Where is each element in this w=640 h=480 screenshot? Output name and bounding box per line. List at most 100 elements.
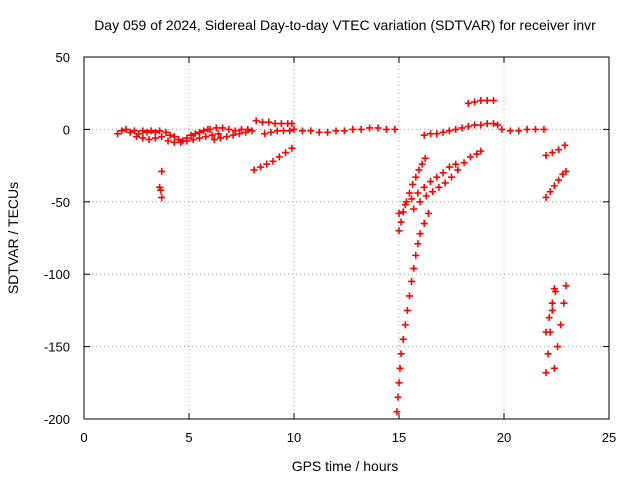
data-point [396,364,404,372]
data-point [420,131,428,139]
data-point [477,121,485,129]
data-point [415,166,423,174]
data-point [555,176,563,184]
x-axis-label: GPS time / hours [292,458,399,474]
data-points [114,96,570,416]
data-point [277,120,285,128]
data-point [382,125,390,133]
data-point [490,120,497,128]
x-tick-label: 10 [287,430,301,445]
data-point [225,125,233,133]
x-tick-label: 0 [80,430,87,445]
data-point [298,127,306,135]
data-point [483,120,491,128]
data-point [458,124,466,132]
data-point [219,124,227,132]
data-point [269,157,277,165]
data-point [282,149,290,157]
data-point [261,130,269,138]
x-tick-label: 20 [497,430,511,445]
data-point [551,288,559,296]
data-point [139,134,147,142]
data-point [439,169,447,177]
data-point [206,125,214,133]
data-point [427,130,434,138]
data-point [422,192,430,200]
data-point [545,314,553,322]
data-point [212,124,220,132]
data-point [145,136,153,144]
y-tick-label: -150 [44,340,70,355]
data-point [399,208,407,216]
data-point [158,133,166,141]
data-point [483,96,491,104]
data-point [286,127,294,135]
data-point [238,125,245,133]
data-point [490,96,497,104]
data-point [466,153,474,161]
data-point [202,133,210,141]
data-point [435,183,443,191]
data-point [550,364,558,372]
data-point [256,163,264,171]
data-point [548,149,556,157]
plot-frame [83,56,610,420]
data-point [399,335,407,343]
data-point [471,121,479,129]
data-point [548,299,556,307]
data-point [506,127,514,135]
data-point [315,128,323,136]
data-point [561,141,569,149]
data-point [332,127,340,135]
data-point [409,180,417,188]
data-point [515,127,523,135]
data-point [414,240,422,248]
data-point [250,166,258,174]
data-point [560,299,568,307]
data-point [410,205,418,213]
data-point [162,128,170,136]
data-point [357,125,365,133]
data-point [401,201,409,209]
data-point [166,131,174,139]
data-point [395,227,403,235]
data-point [441,179,449,187]
x-tick-label: 5 [185,430,192,445]
data-point [394,393,402,401]
data-point [494,121,502,129]
y-tick-label: -50 [51,195,70,210]
data-point [452,160,460,168]
data-point [395,209,403,217]
x-tick-label: 25 [602,430,616,445]
data-point [424,209,432,217]
data-point [473,150,481,158]
data-point [542,193,550,201]
data-point [542,369,550,377]
data-point [214,130,222,138]
data-point [263,160,271,168]
data-point [126,128,134,136]
data-point [265,118,273,126]
data-point [418,160,426,168]
data-point [406,292,413,300]
data-point [280,127,287,135]
data-point [147,127,155,135]
data-point [460,159,468,167]
data-point [273,127,281,135]
y-tick-label: -100 [44,267,70,282]
data-point [122,125,130,133]
data-point [439,128,447,136]
data-point [433,173,441,181]
data-point [542,328,550,336]
data-point [427,178,434,186]
data-point [208,131,216,139]
data-point [307,127,315,135]
grid [84,57,609,419]
data-point [546,188,554,196]
data-point [223,133,231,141]
data-point [410,264,418,272]
data-point [242,128,250,136]
data-point [433,130,441,138]
